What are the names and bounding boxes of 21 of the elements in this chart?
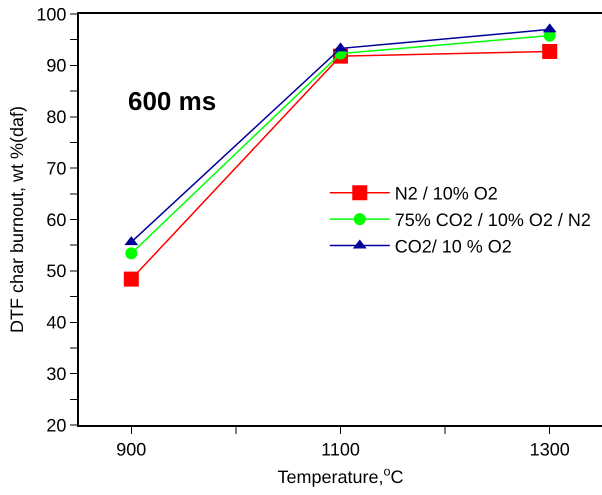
y-tick-label: 60 — [46, 210, 66, 230]
y-tick-label: 20 — [46, 415, 66, 436]
y-axis-title: DTF char burnout, wt %(daf) — [7, 106, 28, 334]
x-tick-label: 1100 — [321, 440, 360, 460]
x-tick-label: 900 — [116, 440, 146, 460]
legend-label: 75% CO2 / 10% O2 / N2 — [394, 210, 591, 230]
annotation: 600 ms — [128, 86, 216, 116]
y-tick-label: 50 — [46, 261, 66, 282]
y-tick-label: 70 — [46, 158, 66, 178]
y-tick-label: 100 — [36, 4, 66, 24]
y-tick-label: 30 — [46, 364, 66, 384]
x-axis-title: Temperature,$^{o}$C — [277, 464, 404, 488]
point — [124, 272, 139, 287]
y-tick-label: 40 — [46, 312, 66, 333]
point — [542, 44, 558, 59]
x-tick-label: 1300 — [530, 440, 570, 460]
legend-label: CO2/ 10 % O2 — [394, 236, 512, 257]
y-tick-label: 90 — [46, 56, 66, 76]
legend-label: N2 / 10% O2 — [394, 184, 498, 204]
point — [125, 247, 138, 260]
y-tick-label: 80 — [46, 107, 66, 128]
